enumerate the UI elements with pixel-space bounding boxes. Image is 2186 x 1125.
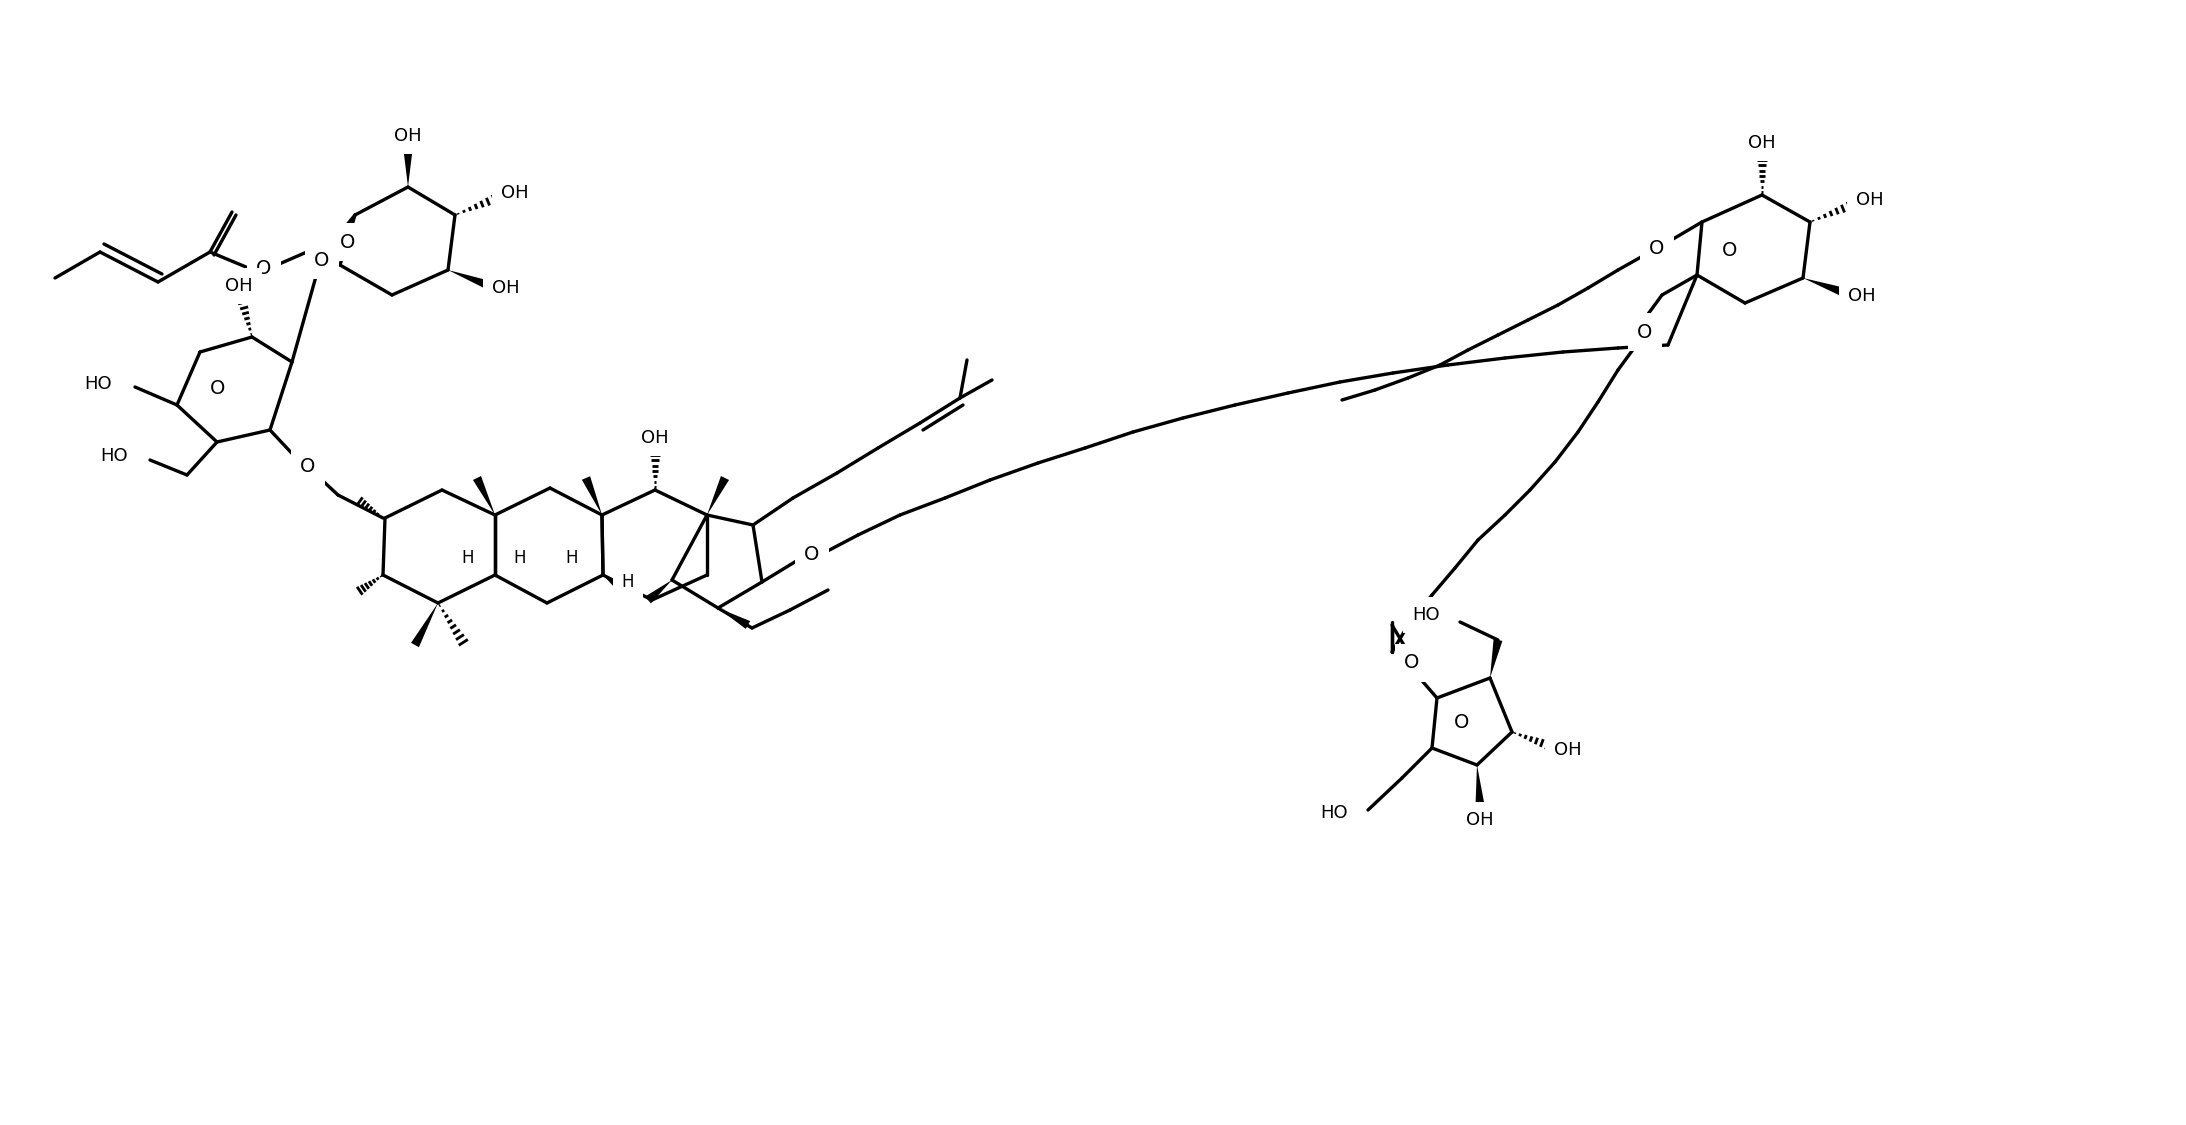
- Text: O: O: [1403, 654, 1419, 673]
- Text: H: H: [514, 549, 527, 567]
- Polygon shape: [472, 476, 494, 515]
- Text: O: O: [210, 378, 225, 397]
- Text: O: O: [256, 259, 271, 278]
- Text: O: O: [299, 458, 315, 477]
- Text: OH: OH: [640, 429, 669, 447]
- Text: O: O: [1723, 241, 1738, 260]
- Polygon shape: [404, 150, 413, 187]
- Text: OH: OH: [492, 279, 520, 297]
- Polygon shape: [706, 476, 730, 515]
- Text: OH: OH: [225, 277, 254, 295]
- Text: OH: OH: [501, 184, 529, 202]
- Text: H: H: [621, 573, 634, 591]
- Text: O: O: [1637, 323, 1653, 342]
- Text: O: O: [1454, 712, 1469, 731]
- Text: OH: OH: [393, 127, 422, 145]
- Polygon shape: [1491, 639, 1502, 678]
- Text: HO: HO: [1320, 804, 1349, 822]
- Polygon shape: [645, 580, 671, 603]
- Text: O: O: [1648, 238, 1666, 258]
- Polygon shape: [603, 575, 627, 596]
- Text: OH: OH: [1856, 191, 1884, 209]
- Text: O: O: [804, 546, 820, 565]
- Text: O: O: [315, 251, 330, 270]
- Text: OH: OH: [1847, 287, 1876, 305]
- Text: H: H: [566, 549, 579, 567]
- Text: HO: HO: [1412, 606, 1441, 624]
- Text: H: H: [461, 549, 474, 567]
- Text: OH: OH: [1554, 741, 1583, 759]
- Polygon shape: [717, 608, 750, 629]
- Polygon shape: [581, 476, 601, 515]
- Text: HO: HO: [101, 447, 129, 465]
- Text: HO: HO: [85, 375, 111, 393]
- Text: OH: OH: [1749, 134, 1775, 152]
- Polygon shape: [411, 603, 437, 647]
- Polygon shape: [1476, 765, 1484, 805]
- Text: OH: OH: [1467, 811, 1493, 829]
- Polygon shape: [1803, 278, 1845, 296]
- Text: O: O: [341, 233, 356, 252]
- Polygon shape: [448, 270, 490, 289]
